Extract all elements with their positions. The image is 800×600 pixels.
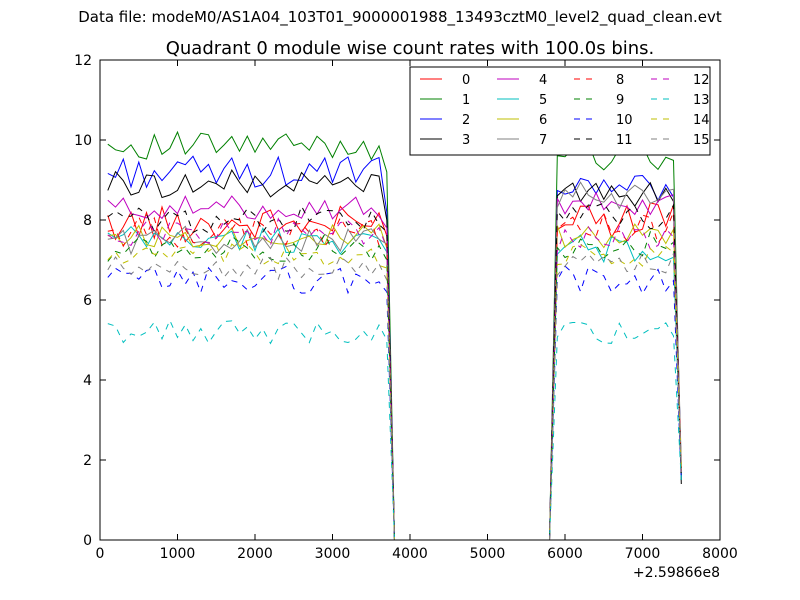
- legend-label: 6: [539, 113, 547, 128]
- legend-label: 11: [616, 133, 633, 148]
- chart-title: Quadrant 0 module wise count rates with …: [166, 38, 655, 59]
- series-line-1: [107, 130, 682, 541]
- series-line-8: [107, 211, 682, 541]
- series-line-4: [107, 191, 682, 541]
- x-tick-label: 6000: [547, 546, 583, 562]
- series-line-6: [107, 223, 682, 541]
- series-line-15: [107, 252, 682, 541]
- x-tick-label: 4000: [392, 546, 428, 562]
- legend-label: 12: [693, 73, 710, 88]
- series-line-12: [107, 217, 682, 541]
- legend-label: 8: [616, 73, 624, 88]
- y-tick-label: 8: [83, 213, 92, 229]
- legend-label: 7: [539, 133, 547, 148]
- series-line-13: [107, 319, 682, 541]
- legend-label: 5: [539, 93, 547, 108]
- x-tick-label: 5000: [470, 546, 506, 562]
- x-tick-label: 7000: [625, 546, 661, 562]
- legend-label: 0: [462, 73, 470, 88]
- y-tick-label: 6: [83, 293, 92, 309]
- y-tick-label: 0: [83, 533, 92, 549]
- series-line-10: [107, 265, 682, 541]
- series-line-0: [107, 202, 682, 541]
- series-line-2: [107, 155, 682, 541]
- series-line-11: [107, 202, 682, 541]
- legend-label: 2: [462, 113, 470, 128]
- x-tick-label: 0: [96, 546, 105, 562]
- x-offset-label: +2.59866e8: [633, 565, 720, 581]
- legend-label: 10: [616, 113, 633, 128]
- legend-box: [409, 66, 711, 156]
- ticks-group: 0 1000 2000 3000 4000 5000 6000 7000 80000246810…: [74, 53, 738, 562]
- y-tick-label: 4: [83, 373, 92, 389]
- series-line-7: [107, 181, 682, 541]
- x-tick-label: 2000: [237, 546, 273, 562]
- legend-label: 1: [462, 93, 470, 108]
- y-tick-label: 2: [83, 453, 92, 469]
- x-tick-label: 8000: [702, 546, 738, 562]
- x-tick-label: 3000: [315, 546, 351, 562]
- page-suptitle: Data file: modeM0/AS1A04_103T01_90000019…: [78, 8, 722, 26]
- x-tick-label: 1000: [160, 546, 196, 562]
- legend-label: 4: [539, 73, 547, 88]
- legend-label: 14: [693, 113, 710, 128]
- legend-label: 3: [462, 133, 470, 148]
- y-tick-label: 10: [74, 133, 92, 149]
- legend-label: 9: [616, 93, 624, 108]
- y-tick-label: 12: [74, 53, 92, 69]
- series-group: [107, 130, 682, 541]
- series-line-9: [107, 230, 682, 541]
- legend-label: 15: [693, 133, 710, 148]
- legend-label: 13: [693, 93, 710, 108]
- series-line-3: [107, 169, 682, 541]
- series-line-14: [107, 243, 682, 541]
